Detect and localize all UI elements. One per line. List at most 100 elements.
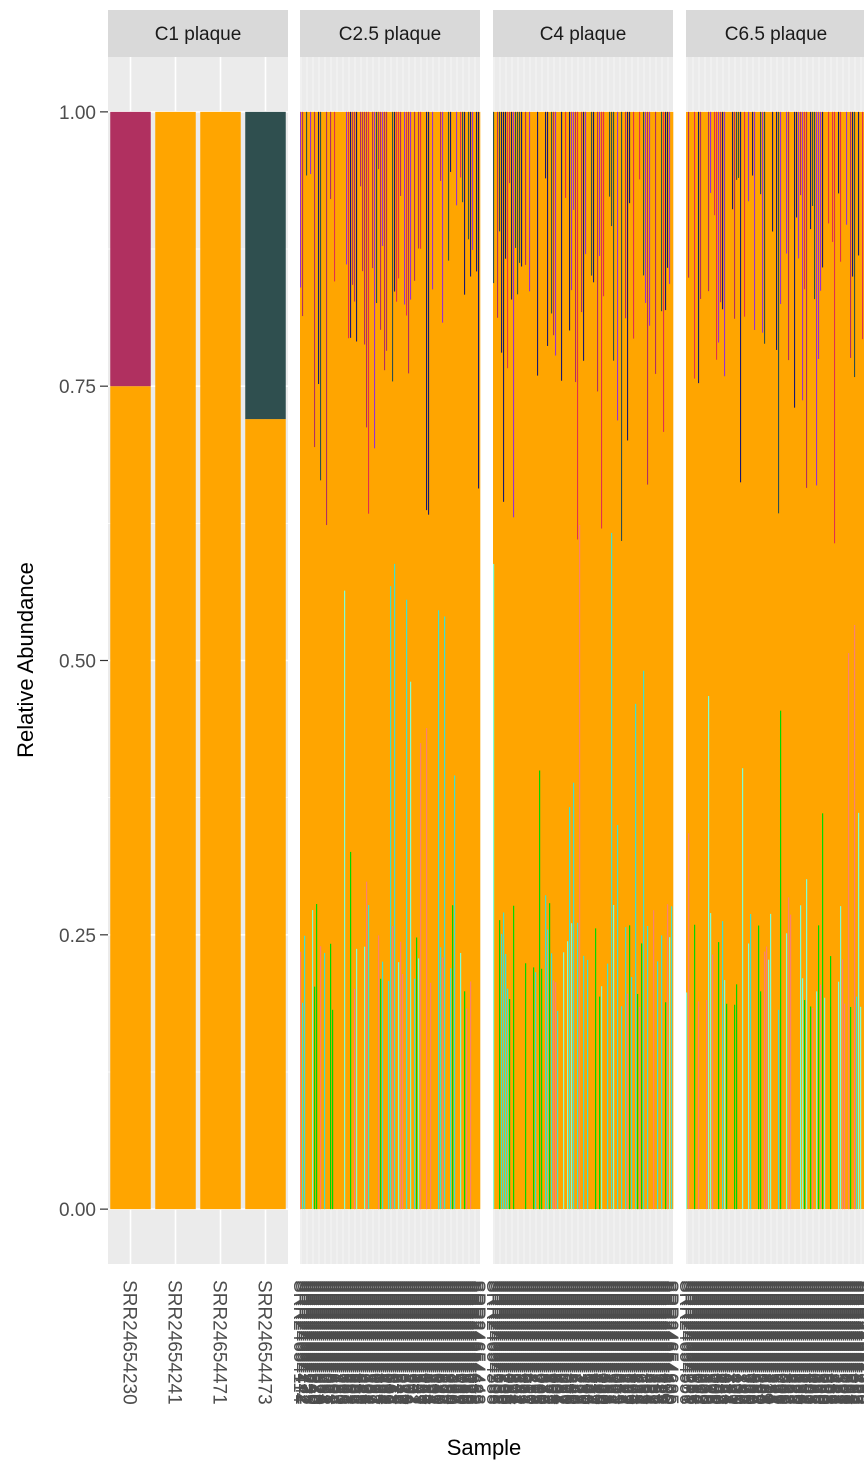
bar [615,111,618,1210]
bar-segment [722,921,724,1210]
x-tick-label: SRR24654439 [465,1280,486,1405]
bar-segment [631,977,633,1210]
bar [663,111,666,1210]
bar-segment [830,111,833,1210]
bar [390,111,393,1210]
bar-segment [308,111,311,1210]
bar-segment [567,111,570,1210]
bar-segment [758,925,760,1210]
bar [336,111,339,1210]
bar-segment [585,111,587,255]
bar-segment [306,111,308,176]
bar-segment [372,111,375,1210]
bar-segment [418,958,420,1210]
bar [316,111,319,1210]
bar-segment [406,599,408,1210]
x-tick-label: SRR24654498 [500,1280,521,1405]
bar-segment [507,111,510,1210]
x-tick-label: SRR24654230 [119,1280,140,1405]
x-tick-label: SRR24654404 [546,1280,567,1405]
bar [551,111,554,1210]
bar-segment [432,111,434,290]
facet-panels: C1 plaque C2.5 plaque C4 plaque C6.5 plaque [108,10,864,1264]
bar [637,111,640,1210]
bar-segment [692,111,695,1210]
facet-strip-label: C6.5 plaque [725,24,827,45]
bar-segment [828,111,831,1210]
bar [569,111,572,1210]
bar-segment [615,111,618,1210]
x-tick-label: SRR24654184 [548,1280,569,1405]
bar-segment [812,111,814,206]
bar-segment [420,111,423,1210]
bar-segment [364,946,366,1210]
x-tick-label: SRR24654384 [610,1280,631,1405]
bar-segment [354,111,357,1210]
bar-segment [607,111,610,1210]
x-tick-label: SRR24654129 [413,1280,434,1405]
bar [611,111,614,1210]
bar [322,111,325,1210]
bar-segment [595,928,597,1210]
x-axis-title: Sample [447,1435,522,1460]
bar-segment [509,111,512,1210]
bar-segment [696,111,699,1210]
bar-segment [493,111,495,284]
x-tick-label: SRR24654814 [580,1280,601,1405]
bar-segment [778,111,780,514]
bar [412,111,415,1210]
x-tick-label: SRR24654340 [303,1280,324,1405]
bar-segment [547,929,549,1210]
bar-segment [539,111,542,1210]
bar-segment [617,111,619,421]
bar-segment [736,984,738,1210]
bar [571,111,574,1210]
x-tick-label: SRR24654804 [357,1280,378,1405]
bar-segment [537,111,540,1210]
bar-segment [535,972,537,1210]
x-tick-label: SRR24654246 [713,1280,734,1405]
bar [776,111,779,1210]
bar-segment [110,111,151,387]
bar [458,111,461,1210]
bar [605,111,608,1210]
bar [559,111,562,1210]
bar-segment [688,111,690,278]
bar-segment [541,968,543,1210]
x-tick-label: SRR24654898 [837,1280,858,1405]
bar-segment [776,111,779,1210]
bar-segment [860,1006,862,1210]
bar-segment [529,111,532,1210]
bar-segment [523,111,526,1210]
x-tick-label: SRR24654313 [695,1280,716,1405]
bar [563,111,566,1210]
bar [591,111,594,1210]
bar [778,111,781,1210]
x-tick-label: SRR24654674 [506,1280,527,1405]
bar [328,111,331,1210]
bar [770,111,773,1210]
x-tick-label: SRR24654857 [642,1280,663,1405]
x-tick-label: SRR24654809 [795,1280,816,1405]
bar-segment [832,111,835,1210]
bar [774,111,777,1210]
bar-segment [714,111,717,1210]
bar-segment [410,111,412,300]
x-tick-label: SRR24654699 [789,1280,810,1405]
facet-strip [493,10,673,57]
x-tick-label: SRR24654890 [437,1280,458,1405]
bar [716,111,719,1210]
bar-segment [382,111,385,1210]
bar-segment [521,111,524,1210]
bar [862,111,864,1210]
bar [686,111,689,1210]
bar-segment [372,111,374,269]
bar-segment [639,111,642,1210]
bar-segment [374,111,377,1210]
bar-segment [734,111,737,1210]
bar-segment [360,111,362,187]
bar-segment [559,111,562,1210]
bar [752,111,755,1210]
bar-segment [637,111,640,1210]
bar-segment [838,111,840,194]
